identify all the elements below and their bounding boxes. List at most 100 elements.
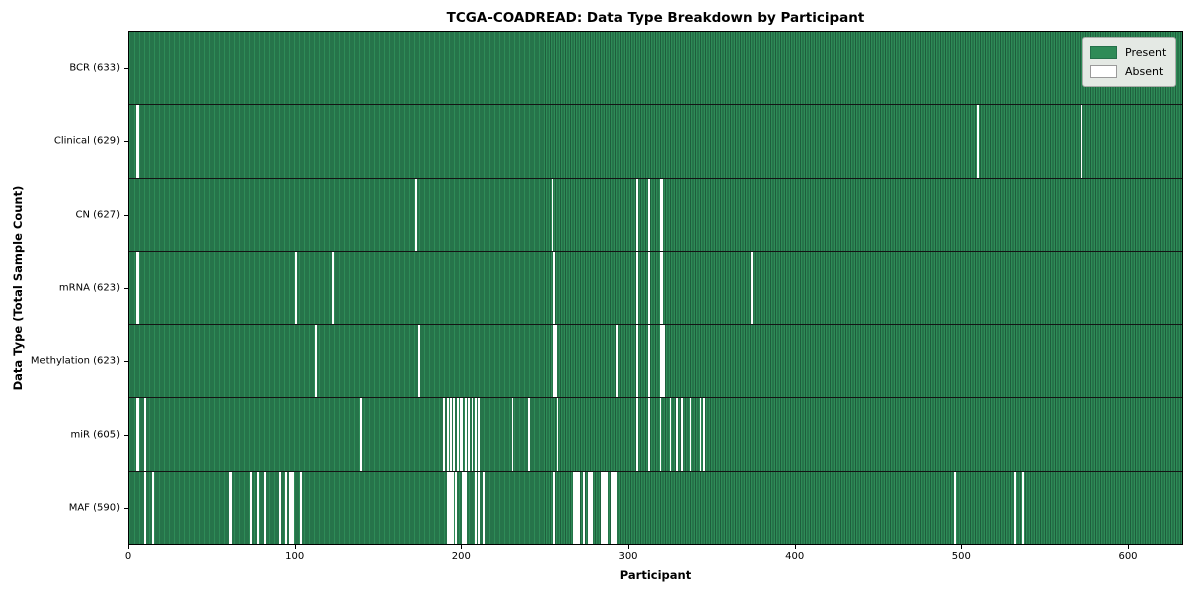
absent-stripe [601, 471, 604, 544]
y-tick-label: mRNA (623) [58, 282, 120, 294]
absent-stripe [360, 398, 363, 471]
absent-stripe [135, 251, 138, 325]
absent-stripe [553, 325, 555, 398]
absent-stripe [661, 325, 664, 398]
absent-stripe [278, 471, 281, 544]
absent-stripe [478, 471, 481, 544]
absent-stripe [315, 325, 318, 398]
absent-stripe [603, 471, 605, 544]
absent-stripe [152, 471, 155, 544]
absent-stripe [463, 471, 466, 544]
y-tick-mark [124, 214, 128, 216]
absent-stripe [137, 398, 140, 471]
absent-stripe [285, 471, 288, 544]
absent-stripe [1013, 471, 1016, 544]
legend-label-absent: Absent [1125, 65, 1164, 78]
absent-stripe [661, 178, 664, 251]
y-tick-mark [124, 141, 128, 143]
absent-stripe [611, 471, 614, 544]
absent-stripe [573, 471, 575, 544]
absent-stripe [418, 325, 421, 398]
absent-stripe [699, 398, 702, 471]
absent-stripe [659, 325, 662, 398]
absent-stripe [135, 105, 138, 178]
plot-area [128, 31, 1183, 545]
absent-stripe [446, 398, 449, 471]
absent-stripe [636, 325, 639, 398]
y-tick-label: BCR (633) [69, 62, 120, 74]
absent-stripe [648, 398, 650, 471]
absent-stripe [681, 398, 684, 471]
absent-stripe [648, 325, 650, 398]
absent-stripe [263, 471, 266, 544]
absent-stripe [1080, 105, 1083, 178]
absent-stripe [295, 251, 298, 325]
absent-stripe [689, 398, 692, 471]
x-tick-mark [1128, 545, 1129, 549]
absent-stripe [588, 471, 590, 544]
absent-stripe [468, 398, 471, 471]
x-tick-label: 300 [618, 551, 638, 562]
heatmap-row-mir [129, 398, 1182, 472]
absent-stripe [606, 471, 609, 544]
absent-stripe [551, 178, 554, 251]
absent-stripe [636, 251, 639, 325]
y-tick-mark [124, 288, 128, 289]
absent-stripe [465, 471, 467, 544]
x-tick-label: 500 [951, 551, 971, 562]
absent-stripe [135, 398, 138, 471]
x-tick-mark [128, 545, 129, 549]
absent-stripe [954, 471, 956, 544]
y-tick-label: miR (605) [70, 429, 120, 441]
x-tick-label: 200 [451, 551, 471, 562]
absent-stripe [471, 398, 474, 471]
absent-stripe [574, 471, 577, 544]
absent-stripe [228, 471, 231, 544]
absent-stripe [460, 398, 462, 471]
absent-stripe [257, 471, 259, 544]
absent-stripe [583, 471, 585, 544]
legend-label-present: Present [1125, 46, 1167, 59]
present-swatch-icon [1090, 46, 1117, 59]
absent-stripe [528, 398, 531, 471]
x-tick-label: 100 [285, 551, 305, 562]
absent-stripe [288, 471, 291, 544]
legend-entry-present: Present [1090, 43, 1167, 62]
absent-stripe [636, 398, 639, 471]
absent-stripe [453, 398, 456, 471]
x-tick-label: 0 [124, 551, 132, 562]
absent-stripe [614, 471, 617, 544]
absent-stripe [589, 471, 592, 544]
legend-entry-absent: Absent [1090, 62, 1167, 81]
absent-stripe [659, 251, 662, 325]
legend: Present Absent [1082, 37, 1176, 87]
absent-stripe [553, 471, 555, 544]
y-tick-mark [124, 434, 128, 436]
heatmap-row-methylation [129, 325, 1182, 399]
absent-swatch-icon [1090, 65, 1117, 78]
x-tick-mark [461, 545, 463, 549]
absent-stripe [446, 471, 449, 544]
absent-stripe [702, 398, 705, 471]
x-tick-mark [628, 545, 629, 549]
absent-stripe [455, 471, 457, 544]
absent-stripe [137, 105, 140, 178]
x-tick-label: 600 [1118, 551, 1138, 562]
absent-stripe [511, 398, 514, 471]
absent-stripe [977, 105, 980, 178]
heatmap-row-maf [129, 471, 1182, 544]
absent-stripe [576, 471, 579, 544]
heatmap-row-mrna [129, 251, 1182, 326]
absent-stripe [661, 251, 664, 325]
absent-stripe [648, 251, 650, 325]
absent-stripe [143, 398, 146, 471]
absent-stripe [478, 398, 481, 471]
absent-stripe [554, 325, 557, 398]
y-tick-mark [124, 508, 128, 510]
absent-stripe [659, 178, 662, 251]
absent-stripe [448, 471, 451, 544]
absent-stripe [415, 178, 417, 251]
absent-stripe [648, 178, 650, 251]
absent-stripe [475, 471, 477, 544]
absent-stripe [604, 471, 607, 544]
